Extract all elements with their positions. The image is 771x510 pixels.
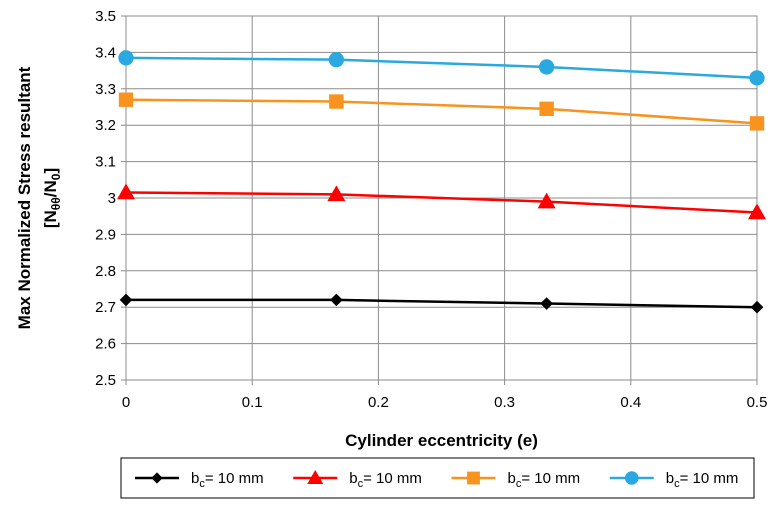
axes — [121, 15, 758, 385]
series-2 — [117, 183, 766, 220]
x-axis-title: Cylinder eccentricity (e) — [345, 431, 538, 450]
legend-label: bc= 10 mm — [349, 470, 422, 490]
legend-marker — [467, 471, 480, 485]
x-tick-label: 0.2 — [368, 394, 389, 411]
legend-label: bc= 10 mm — [508, 470, 581, 490]
data-point — [118, 50, 134, 66]
x-tick-label: 0.5 — [747, 394, 768, 411]
labels: 2.5 2.6 2.7 2.8 2.9 3 3.1 3.2 3.3 3.4 3.5 0 0.1 0.2 0.… — [15, 8, 767, 450]
legend-label: bc= 10 mm — [666, 470, 739, 490]
data-point — [748, 203, 766, 220]
x-tick-label: 0 — [122, 394, 130, 411]
legend-item: bc= 10 mm — [609, 470, 739, 490]
legend-label: bc= 10 mm — [191, 470, 264, 490]
legend-marker — [624, 471, 639, 485]
data-point — [750, 300, 764, 314]
y-tick-label: 2.5 — [95, 372, 116, 389]
y-tick-label: 2.8 — [95, 263, 116, 280]
legend-item: bc= 10 mm — [451, 470, 581, 490]
series-line — [125, 98, 758, 125]
legend-marker — [151, 472, 163, 484]
data-point — [328, 52, 345, 68]
series-line — [126, 298, 758, 309]
y-tick-label: 3.5 — [95, 8, 116, 25]
data-point — [117, 183, 135, 200]
data-point — [119, 293, 133, 307]
y-tick-label: 2.6 — [95, 336, 116, 353]
legend-item: bc= 10 mm — [293, 470, 422, 490]
data-point — [749, 70, 765, 86]
data-point — [537, 192, 556, 209]
data-point — [749, 116, 765, 131]
x-tick-label: 0.1 — [242, 394, 263, 411]
legend: bc= 10 mm bc= 10 mm bc= 10 mm bc= 10 mm — [120, 457, 755, 499]
data-point — [329, 94, 344, 109]
series — [117, 50, 766, 314]
y-tick-label: 3.3 — [95, 81, 116, 98]
data-point — [540, 297, 553, 310]
data-point — [539, 101, 554, 117]
series-1 — [119, 293, 764, 314]
y-tick-label: 3.1 — [95, 154, 116, 171]
x-tick-label: 0.3 — [494, 394, 515, 411]
x-tick-label: 0.4 — [620, 394, 641, 411]
y-tick-label: 3.2 — [95, 117, 116, 134]
y-tick-label: 3.4 — [95, 44, 116, 61]
data-point — [330, 293, 343, 307]
data-point — [538, 59, 555, 75]
series-line — [125, 191, 758, 214]
y-tick-label: 2.7 — [95, 299, 116, 316]
legend-item: bc= 10 mm — [135, 470, 264, 490]
y-tick-label: 2.9 — [95, 226, 116, 243]
legend-marker — [307, 470, 324, 484]
series-4 — [118, 50, 765, 86]
y-tick-label: 3 — [108, 190, 116, 207]
y-axis-title-units: [Nθθ/N0] — [41, 168, 63, 228]
data-point — [118, 92, 134, 107]
y-axis-title: Max Normalized Stress resultant — [15, 66, 34, 329]
series-line — [125, 56, 758, 80]
data-point — [327, 185, 346, 202]
series-3 — [118, 92, 765, 131]
